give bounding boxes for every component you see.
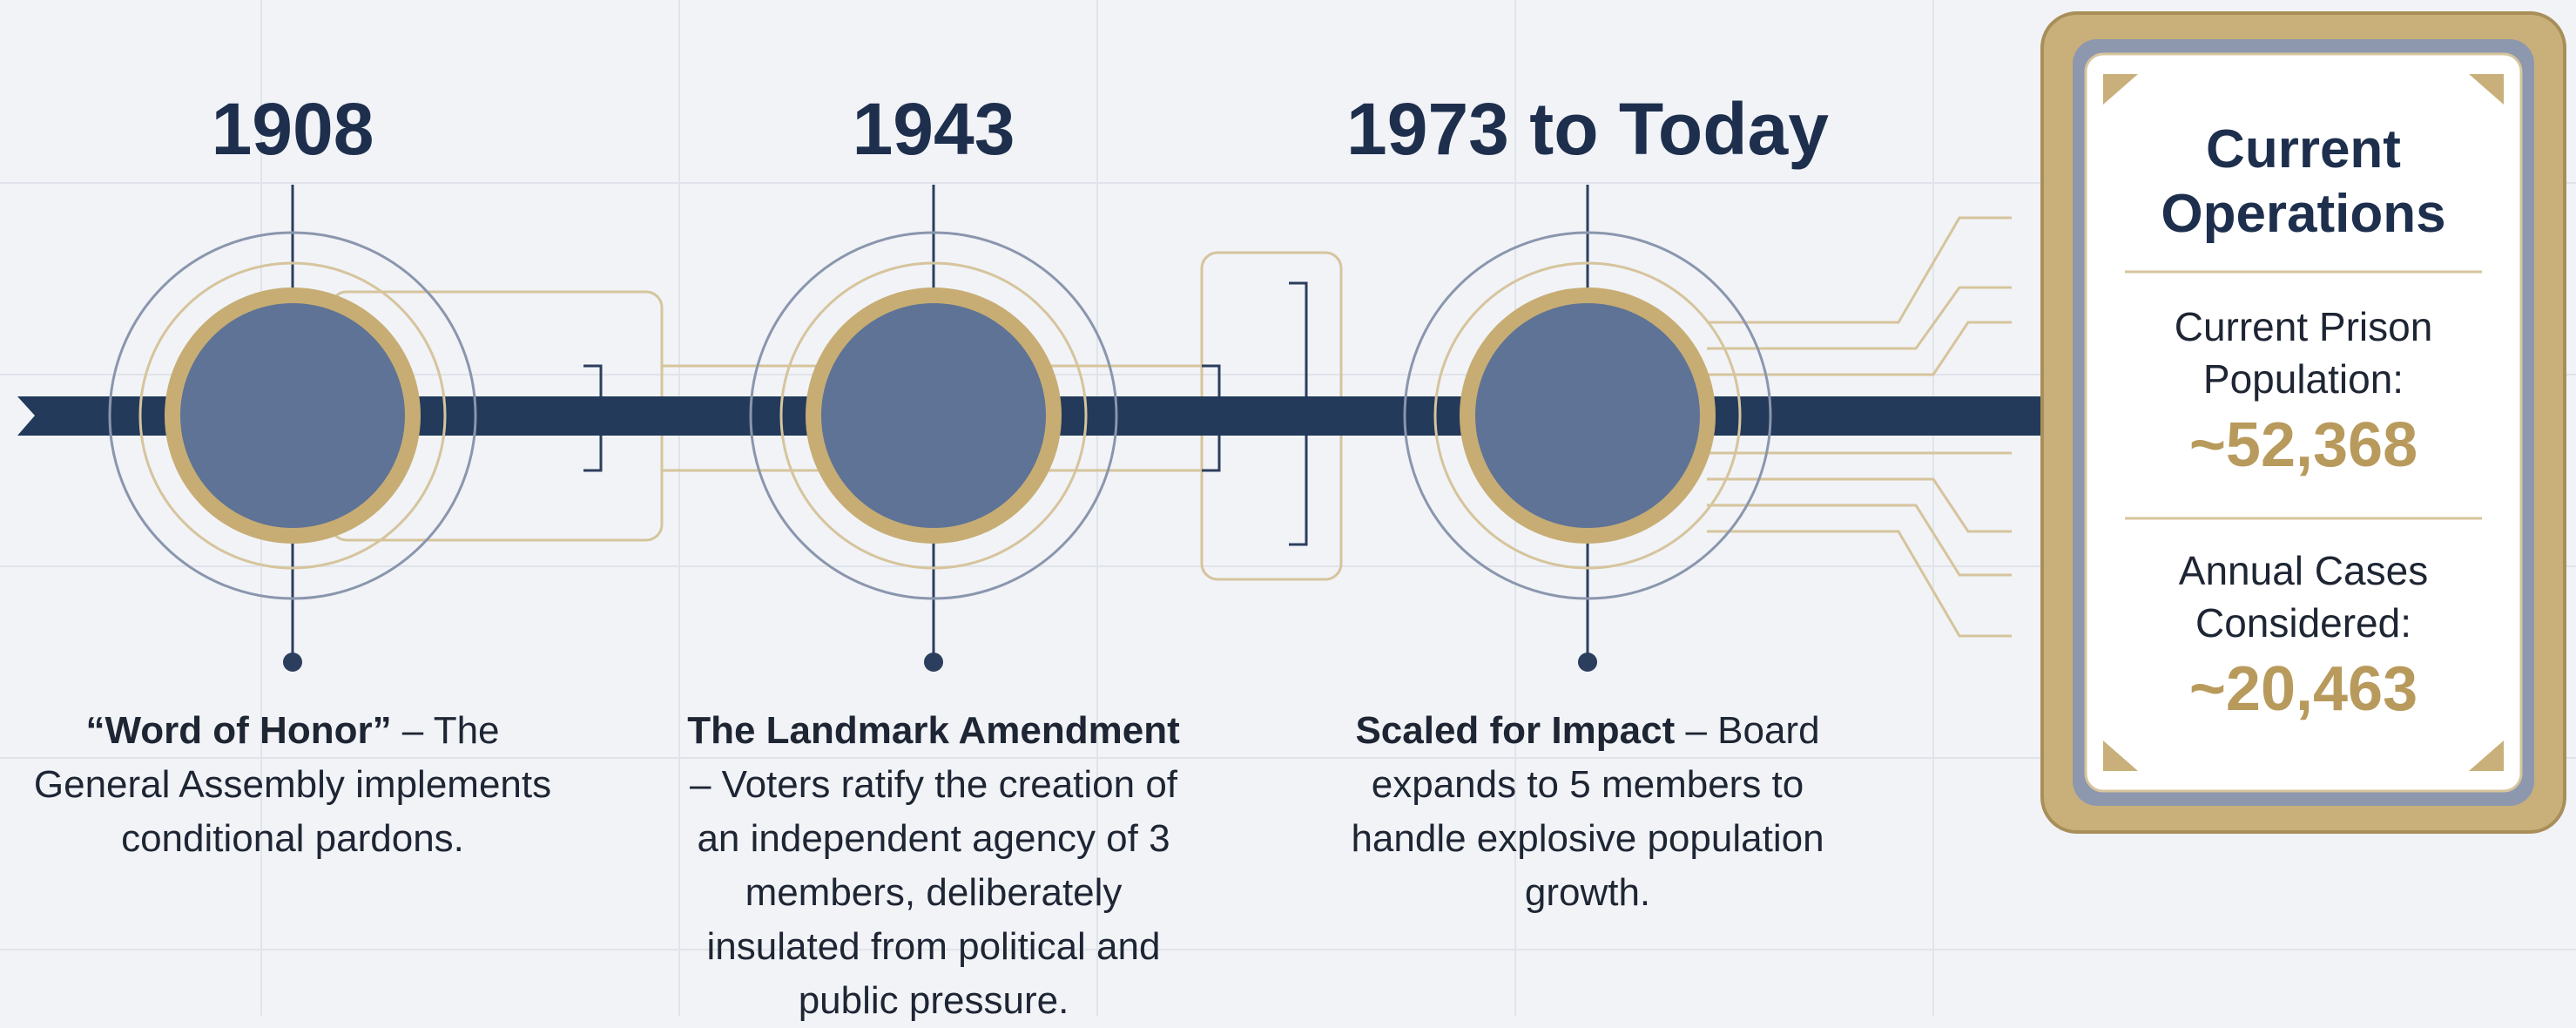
milestone-text: – Voters ratify the creation of an indep… bbox=[690, 763, 1177, 1022]
stat-label: Current Prison Population: bbox=[2090, 301, 2517, 405]
stat-value: ~52,368 bbox=[2090, 409, 2517, 481]
panel-title: Current Operations bbox=[2090, 118, 2517, 247]
milestone-description: Scaled for Impact – Board expands to 5 m… bbox=[1326, 704, 1849, 920]
milestone-year: 1973 to Today bbox=[1239, 87, 1936, 172]
milestone-lead: “Word of Honor” bbox=[85, 709, 391, 752]
nodes bbox=[110, 185, 1770, 672]
milestone-lead: Scaled for Impact bbox=[1355, 709, 1675, 752]
milestone-description: “Word of Honor” – The General Assembly i… bbox=[31, 704, 554, 866]
milestone-year: 1943 bbox=[585, 87, 1282, 172]
stat-value: ~20,463 bbox=[2090, 653, 2517, 725]
milestone-year: 1908 bbox=[0, 87, 641, 172]
milestone-description: The Landmark Amendment – Voters ratify t… bbox=[672, 704, 1195, 1028]
milestone-lead: The Landmark Amendment bbox=[687, 709, 1180, 752]
stat-label: Annual Cases Considered: bbox=[2090, 544, 2517, 649]
page: 1908 1943 1973 to Today “Word of Honor” … bbox=[0, 0, 2576, 1016]
